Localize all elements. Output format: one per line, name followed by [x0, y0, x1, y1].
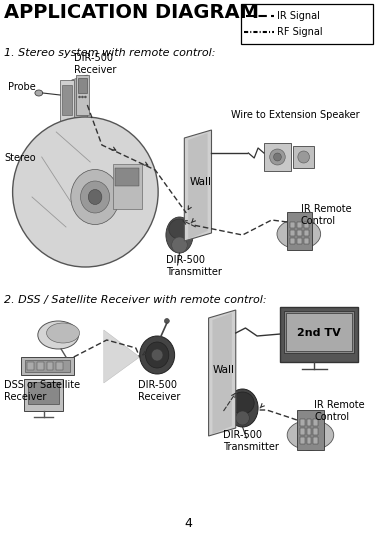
Ellipse shape [165, 319, 169, 323]
Bar [286, 313, 352, 351]
Ellipse shape [166, 217, 193, 253]
Text: Wall: Wall [212, 365, 235, 375]
Ellipse shape [140, 336, 175, 374]
Bar [290, 238, 295, 244]
Polygon shape [212, 313, 232, 434]
Bar [37, 362, 44, 370]
Bar [307, 437, 312, 444]
Bar [287, 212, 312, 250]
Text: Probe: Probe [8, 82, 35, 92]
Polygon shape [209, 310, 236, 436]
Bar [47, 362, 53, 370]
Polygon shape [188, 133, 208, 239]
Text: DIR-500
Receiver: DIR-500 Receiver [138, 380, 180, 402]
Polygon shape [184, 130, 212, 241]
Bar [28, 382, 59, 404]
Text: Wire to Extension Speaker: Wire to Extension Speaker [231, 110, 359, 120]
Bar [27, 362, 34, 370]
Text: 2. DSS / Satellite Receiver with remote control:: 2. DSS / Satellite Receiver with remote … [4, 295, 266, 305]
Bar [304, 230, 308, 236]
Bar [290, 230, 295, 236]
Bar [112, 164, 142, 209]
Ellipse shape [298, 151, 310, 163]
Bar [241, 4, 373, 44]
Ellipse shape [88, 190, 102, 204]
Bar [307, 428, 312, 435]
Ellipse shape [270, 149, 285, 165]
Ellipse shape [227, 389, 258, 427]
Bar [264, 143, 291, 171]
Bar [25, 360, 70, 372]
Bar [76, 75, 89, 115]
Bar [297, 410, 324, 450]
Ellipse shape [35, 90, 43, 96]
Ellipse shape [79, 96, 81, 98]
Ellipse shape [151, 349, 163, 361]
Bar [290, 222, 295, 228]
Ellipse shape [277, 219, 321, 249]
Bar [314, 419, 318, 426]
Bar [307, 419, 312, 426]
Polygon shape [104, 330, 140, 383]
Bar [300, 428, 305, 435]
Bar [24, 379, 63, 411]
Text: Wall: Wall [189, 177, 211, 187]
Text: DIR-500
Receiver: DIR-500 Receiver [74, 53, 116, 74]
Bar [62, 85, 72, 115]
Text: IR Remote
Control: IR Remote Control [314, 400, 365, 421]
Ellipse shape [169, 219, 190, 239]
Bar [304, 238, 308, 244]
Ellipse shape [273, 153, 281, 161]
Ellipse shape [38, 321, 79, 349]
Bar [116, 168, 139, 186]
Bar [300, 419, 305, 426]
Text: DIR-500
Transmitter: DIR-500 Transmitter [223, 430, 279, 452]
Bar [314, 437, 318, 444]
Text: APPLICATION DIAGRAM: APPLICATION DIAGRAM [4, 3, 259, 22]
Ellipse shape [12, 117, 158, 267]
Text: Stereo: Stereo [4, 153, 35, 163]
Bar [300, 437, 305, 444]
Ellipse shape [63, 126, 71, 134]
Bar [78, 78, 87, 93]
Text: DSS or Satellite
Receiver: DSS or Satellite Receiver [4, 380, 80, 402]
Ellipse shape [84, 96, 86, 98]
Text: DIR-500
Transmitter: DIR-500 Transmitter [166, 255, 222, 277]
Ellipse shape [47, 323, 80, 343]
Ellipse shape [287, 420, 334, 450]
Text: 4: 4 [184, 517, 192, 530]
Bar [297, 230, 302, 236]
Ellipse shape [81, 96, 83, 98]
Text: IR Signal: IR Signal [277, 11, 319, 21]
Text: 1. Stereo system with remote control:: 1. Stereo system with remote control: [4, 48, 216, 58]
Bar [297, 222, 302, 228]
Bar [293, 146, 314, 168]
Text: RF Signal: RF Signal [277, 27, 322, 37]
Bar [56, 362, 63, 370]
Bar [304, 222, 308, 228]
Bar [284, 311, 354, 353]
Text: IR Remote
Control: IR Remote Control [301, 204, 351, 226]
Ellipse shape [172, 237, 187, 253]
Ellipse shape [71, 169, 119, 225]
Bar [60, 80, 74, 143]
Bar [297, 238, 302, 244]
Polygon shape [72, 75, 87, 145]
Bar [280, 307, 358, 362]
Bar [21, 357, 74, 375]
Bar [314, 428, 318, 435]
Ellipse shape [145, 342, 169, 368]
Polygon shape [104, 330, 140, 383]
Ellipse shape [236, 411, 249, 425]
Ellipse shape [231, 392, 254, 414]
Ellipse shape [81, 181, 110, 213]
Text: 2nd TV: 2nd TV [297, 328, 341, 338]
